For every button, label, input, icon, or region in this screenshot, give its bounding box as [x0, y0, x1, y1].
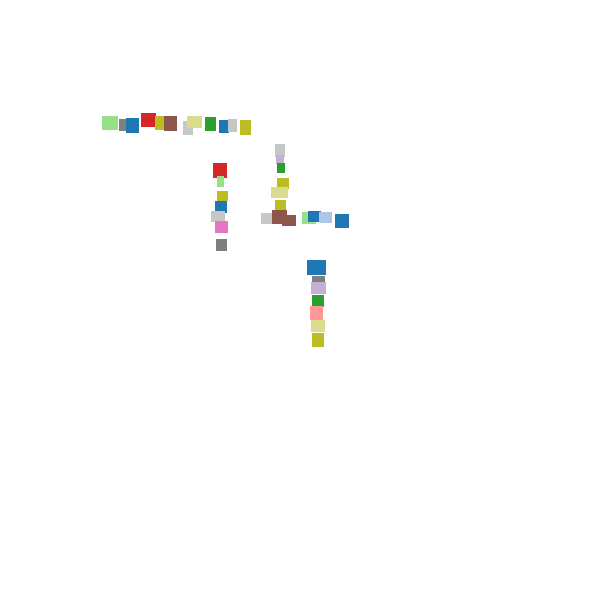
bottom-column-block [310, 306, 323, 320]
top-row-block [183, 121, 193, 135]
top-row-block [126, 118, 139, 133]
left-column-block [217, 176, 224, 187]
left-column-block [211, 211, 225, 222]
middle-column-block [308, 211, 321, 222]
left-column-block [216, 239, 227, 251]
middle-column-block [275, 144, 285, 157]
left-column-block [215, 201, 227, 213]
bottom-column-block [311, 320, 325, 332]
middle-column-block [319, 212, 332, 223]
middle-column-block [277, 163, 285, 173]
bottom-column-block [311, 282, 326, 294]
middle-column-block [261, 213, 273, 224]
bottom-column-block [307, 260, 326, 275]
top-row-block [164, 116, 177, 131]
middle-column-block [276, 155, 284, 164]
left-column-block [213, 163, 227, 178]
middle-column-block [277, 178, 289, 189]
middle-column-block [335, 214, 349, 228]
middle-column-block [275, 200, 286, 211]
bottom-column-block [312, 333, 324, 347]
top-row-block [187, 116, 202, 128]
bottom-column-block [312, 295, 324, 307]
left-column-block [215, 221, 228, 233]
top-row-block [155, 116, 166, 130]
top-row-block [141, 113, 156, 127]
middle-column-block [271, 187, 288, 198]
top-row-block [205, 117, 216, 131]
top-row-block [228, 119, 237, 132]
top-row-block [219, 120, 229, 133]
top-row-block [102, 116, 118, 130]
top-row-block [240, 120, 251, 135]
bottom-column-block [312, 276, 325, 283]
left-column-block [217, 191, 228, 201]
middle-column-block [282, 215, 296, 226]
